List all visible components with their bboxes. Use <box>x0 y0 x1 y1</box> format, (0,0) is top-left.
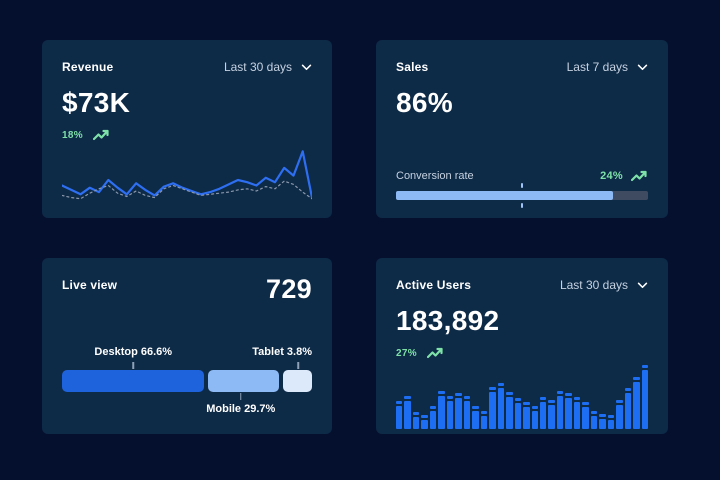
active-users-range-label: Last 30 days <box>559 278 628 292</box>
user-bar <box>633 377 640 429</box>
chevron-down-icon <box>637 282 648 288</box>
active-users-card: Active Users Last 30 days 183,892 27% <box>376 258 668 434</box>
conversion-progress-bar <box>396 183 648 208</box>
device-labels-top: Desktop 66.6% Tablet 3.8% <box>62 346 312 361</box>
revenue-line-chart <box>62 150 312 200</box>
active-users-bar-chart <box>396 365 649 429</box>
live-view-card-header: Live view 729 <box>62 274 312 305</box>
revenue-range-label: Last 30 days <box>223 60 292 74</box>
user-bar <box>438 391 445 429</box>
revenue-card-header: Revenue Last 30 days <box>62 60 312 74</box>
device-labels-bottom: Mobile 29.7% <box>62 401 312 416</box>
device-breakdown-block: Desktop 66.6% Tablet 3.8% Mobile 29.7% <box>62 346 312 416</box>
progress-midpoint-marker <box>521 183 523 188</box>
user-bar <box>539 397 547 429</box>
revenue-line-chart-wrap <box>62 145 312 202</box>
segment-tick-tablet <box>297 362 299 369</box>
user-bar <box>497 383 505 429</box>
user-bar <box>480 411 488 429</box>
revenue-range-select[interactable]: Last 30 days <box>224 60 312 74</box>
sales-value: 86% <box>396 87 453 118</box>
revenue-card: Revenue Last 30 days $73K 18% <box>42 40 332 218</box>
sales-card-title: Sales <box>396 60 429 74</box>
active-users-delta: 27% <box>396 347 417 359</box>
conversion-rate-label: Conversion rate <box>396 170 474 182</box>
revenue-value: $73K <box>62 87 131 118</box>
active-users-delta-row: 27% <box>396 347 648 359</box>
trend-up-icon <box>426 347 443 359</box>
line-series-previous <box>62 180 312 200</box>
revenue-card-title: Revenue <box>62 60 114 74</box>
sales-range-label: Last 7 days <box>566 60 628 74</box>
user-bar <box>548 400 555 429</box>
segment-tick-desktop <box>132 362 134 369</box>
user-bar <box>421 415 428 429</box>
active-users-card-title: Active Users <box>396 278 472 292</box>
live-view-value: 729 <box>266 274 312 304</box>
segment-label-tablet: Tablet 3.8% <box>252 346 312 358</box>
device-stacked-bar <box>62 370 312 392</box>
trend-up-icon <box>631 170 647 182</box>
user-bar <box>412 412 420 429</box>
user-bar <box>531 406 538 429</box>
user-bar <box>582 402 589 429</box>
line-series-current <box>62 150 312 199</box>
user-bar <box>565 393 572 429</box>
segment-mobile <box>208 370 280 392</box>
segment-tick-mobile <box>240 393 242 400</box>
user-bar <box>641 365 649 429</box>
user-bar <box>404 396 411 429</box>
conversion-delta: 24% <box>600 170 623 182</box>
user-bar <box>514 398 522 429</box>
conversion-progress-fill <box>396 191 613 200</box>
user-bar <box>472 406 479 429</box>
chevron-down-icon <box>301 64 312 70</box>
sales-range-select[interactable]: Last 7 days <box>567 60 648 74</box>
active-users-value: 183,892 <box>396 305 500 336</box>
live-view-card: Live view 729 Desktop 66.6% Tablet 3.8% M… <box>42 258 332 434</box>
conversion-metric-row: Conversion rate 24% <box>396 170 648 182</box>
conversion-delta-group: 24% <box>600 170 648 182</box>
user-bar <box>616 400 623 429</box>
user-bar <box>523 402 530 429</box>
sales-card: Sales Last 7 days 86% Conversion rate 24… <box>376 40 668 218</box>
user-bar <box>455 393 462 429</box>
progress-midpoint-marker <box>521 203 523 208</box>
card-grid: Revenue Last 30 days $73K 18% <box>42 40 668 434</box>
segment-label-desktop: Desktop 66.6% <box>94 346 173 358</box>
sales-card-header: Sales Last 7 days <box>396 60 648 74</box>
user-bar <box>429 406 437 429</box>
active-users-range-select[interactable]: Last 30 days <box>560 278 648 292</box>
user-bar <box>463 396 471 429</box>
revenue-delta-row: 18% <box>62 129 312 141</box>
user-bar <box>446 396 454 429</box>
user-bar <box>506 392 513 429</box>
active-users-card-header: Active Users Last 30 days <box>396 278 648 292</box>
segment-desktop <box>62 370 205 392</box>
user-bar <box>556 391 564 429</box>
user-bar <box>607 415 615 429</box>
user-bar <box>396 401 403 429</box>
user-bar <box>590 411 598 429</box>
live-view-card-title: Live view <box>62 278 118 292</box>
device-ticks-top <box>62 361 312 370</box>
chevron-down-icon <box>637 64 648 70</box>
revenue-delta: 18% <box>62 129 83 141</box>
segment-label-mobile: Mobile 29.7% <box>206 403 276 415</box>
user-bar <box>599 414 606 429</box>
user-bar <box>573 397 581 429</box>
segment-tablet <box>283 370 312 392</box>
device-ticks-bottom <box>62 392 312 401</box>
trend-up-icon <box>92 129 109 141</box>
user-bar <box>489 387 496 429</box>
user-bar <box>624 388 632 429</box>
